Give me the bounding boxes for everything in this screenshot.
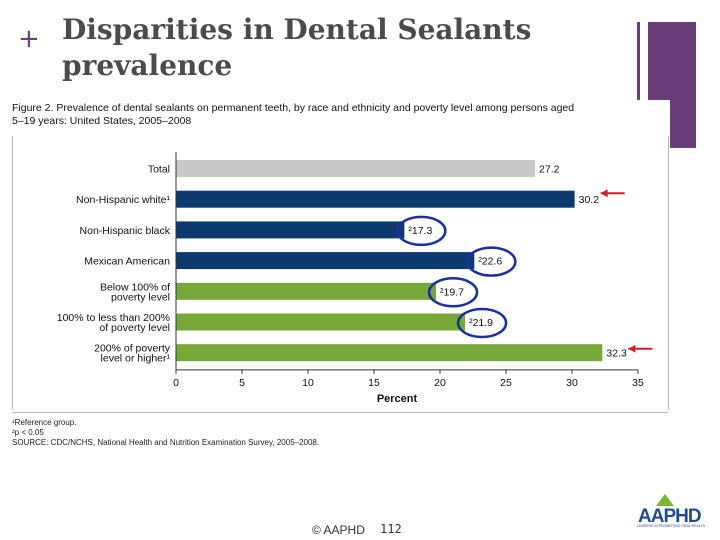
value-label-5: ²21.9: [469, 317, 493, 329]
highlight-circle-5: [456, 307, 508, 339]
x-tick-label-1: 5: [239, 377, 245, 389]
slide-title-line1: Disparities in Dental Sealants: [62, 13, 532, 46]
value-label-2: ²17.3: [408, 225, 432, 237]
footnote-reference: ¹Reference group.: [12, 418, 77, 427]
arrow-head-1: [600, 189, 608, 198]
category-label-2: Non-Hispanic black: [80, 225, 171, 237]
x-tick-label-5: 25: [500, 377, 512, 389]
figure-caption: Figure 2. Prevalence of dental sealants …: [12, 102, 692, 128]
value-label-3: ²22.6: [478, 256, 502, 268]
highlight-circle-3: [466, 246, 517, 277]
category-label-1: Non-Hispanic white¹: [76, 194, 170, 206]
x-tick-label-4: 20: [434, 377, 446, 389]
value-label-4: ²19.7: [440, 286, 464, 298]
bar-chart: Total 27.2 Non-Hispanic white¹ 30.2 Non-Hisp…: [57, 152, 653, 405]
slide-title-line2: prevalence: [62, 49, 233, 82]
x-tick-label-3: 15: [368, 377, 380, 389]
slide-title: Disparities in Dental Sealants prevalenc…: [62, 12, 602, 84]
logo-triangle-icon: [656, 494, 674, 506]
figure-border-right: [668, 136, 669, 410]
x-tick-label-2: 10: [302, 377, 314, 389]
category-label-0: Total: [148, 164, 170, 176]
decorative-bar-thin: [637, 22, 640, 120]
figure: Figure 2. Prevalence of dental sealants …: [10, 100, 670, 450]
value-label-0: 27.2: [539, 164, 560, 176]
value-label-1: 30.2: [579, 194, 600, 206]
bar-1: [176, 190, 575, 208]
category-label-3: Mexican American: [84, 256, 170, 268]
logo-tagline: LEADERS IN PROMOTING ORAL HEALTH: [637, 524, 706, 528]
highlight-circle-2: [396, 215, 447, 247]
figure-caption-line2: 5–19 years: United States, 2005–2008: [12, 115, 192, 127]
aaphd-logo: AAPHD: [638, 506, 702, 527]
x-tick-label-7: 35: [632, 377, 644, 389]
category-label-4: Below 100% of poverty level: [100, 281, 170, 303]
footer-copyright: © AAPHD: [312, 523, 365, 537]
bar-3: [176, 252, 475, 270]
bar-4: [176, 282, 437, 300]
bar-6: [176, 344, 603, 362]
category-label-6: 200% of poverty level or higher¹: [94, 343, 171, 365]
figure-border-left: [12, 136, 13, 410]
x-axis-label: Percent: [377, 393, 418, 405]
category-label-5: 100% to less than 200% of poverty level: [57, 312, 170, 334]
source-note: SOURCE: CDC/NCHS, National Health and Nu…: [12, 438, 320, 447]
plus-bullet: +: [18, 24, 40, 54]
x-tick-label-0: 0: [173, 377, 179, 389]
bar-2: [176, 221, 405, 239]
arrow-head-6: [628, 344, 636, 353]
page-number: 112: [380, 522, 402, 536]
bar-5: [176, 313, 466, 331]
value-label-6: 32.3: [606, 348, 627, 360]
bar-0: [176, 160, 536, 177]
figure-caption-line1: Figure 2. Prevalence of dental sealants …: [12, 102, 575, 114]
x-tick-label-6: 30: [566, 377, 578, 389]
highlight-circle-4: [427, 277, 479, 308]
footnote-significance: ²p < 0.05: [12, 428, 44, 437]
figure-border-bottom: [12, 412, 668, 413]
